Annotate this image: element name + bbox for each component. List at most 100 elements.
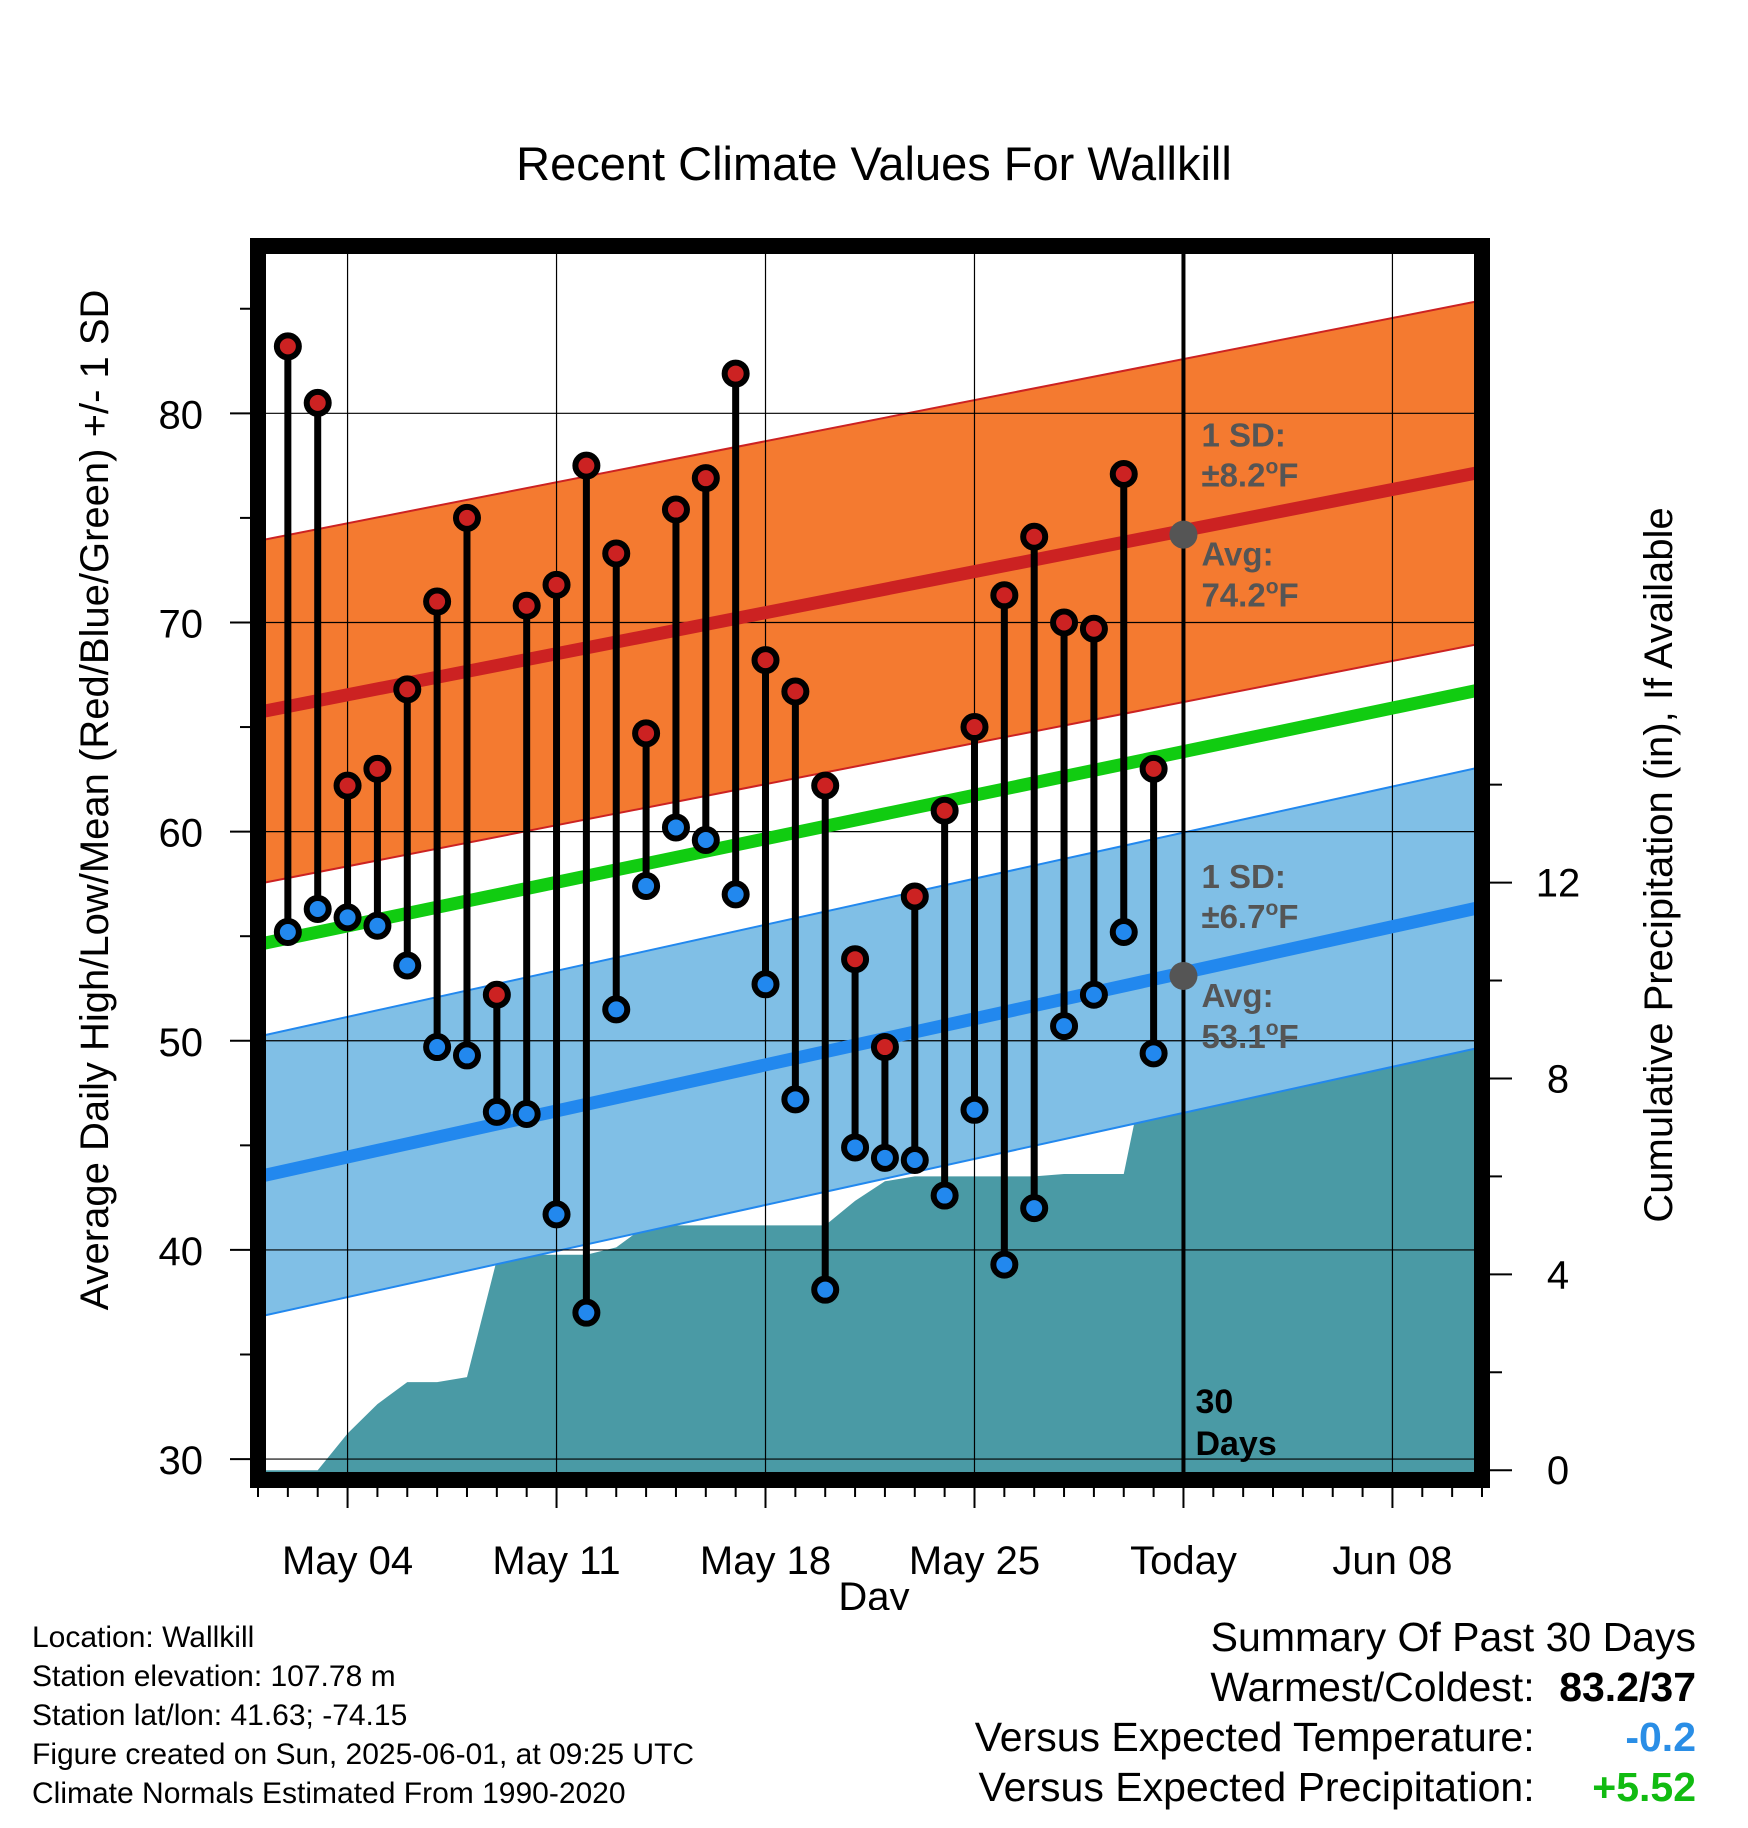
normal-mean-line: [258, 683, 1482, 951]
low-point: [572, 1298, 601, 1327]
avg-label: Avg:: [1201, 977, 1273, 1014]
plot-content: [258, 246, 1482, 1480]
y2-tick-label: 12: [1536, 862, 1581, 906]
y-tick-label: 70: [159, 602, 204, 646]
high-point: [960, 713, 989, 742]
info-location: Location: Wallkill: [32, 1621, 255, 1654]
precip-anomaly-value: +5.52: [1592, 1764, 1696, 1810]
temp-anomaly-value: -0.2: [1625, 1714, 1696, 1760]
high-point: [811, 771, 840, 800]
normal-low-line: [258, 900, 1482, 1184]
temp-anomaly-label: Versus Expected Temperature:: [974, 1714, 1535, 1760]
low-point: [512, 1099, 541, 1128]
x-tick-label: Today: [1130, 1539, 1237, 1583]
y-tick-label: 30: [159, 1439, 204, 1483]
low-point: [393, 951, 422, 980]
y2-tick-label: 8: [1547, 1057, 1569, 1101]
low-point: [632, 872, 661, 901]
low-point: [811, 1275, 840, 1304]
avg-label: Avg:: [1201, 536, 1273, 573]
low-point: [1050, 1012, 1079, 1041]
low-point: [960, 1095, 989, 1124]
high-point: [900, 882, 929, 911]
high-point: [572, 451, 601, 480]
y-tick-label: 40: [159, 1230, 204, 1274]
low-point: [423, 1033, 452, 1062]
plot-frame: [250, 238, 1490, 1488]
low-point: [1079, 980, 1108, 1009]
today-days-label: 30: [1195, 1383, 1233, 1421]
high-point: [482, 980, 511, 1009]
y2-tick-label: 0: [1547, 1449, 1569, 1493]
y-tick-label: 80: [159, 393, 204, 437]
high-point: [1139, 754, 1168, 783]
low-point: [1109, 918, 1138, 947]
sd-value: ±6.7oF: [1201, 897, 1298, 935]
low-point: [333, 903, 362, 932]
high-point: [393, 675, 422, 704]
low-point: [900, 1145, 929, 1174]
y2-axis-label: Cumulative Precipitation (in), If Availa…: [1637, 507, 1681, 1222]
x-tick-label: May 11: [492, 1539, 620, 1583]
info-normals: Climate Normals Estimated From 1990-2020: [32, 1777, 626, 1810]
high-point: [273, 332, 302, 361]
sd-value: ±8.2oF: [1201, 456, 1298, 494]
high-point: [423, 587, 452, 616]
high-point: [632, 719, 661, 748]
low-point: [363, 911, 392, 940]
low-point: [482, 1097, 511, 1126]
high-point: [1020, 522, 1049, 551]
low-point: [273, 918, 302, 947]
high-sd-band-lower-edge: [258, 642, 1482, 885]
low-point: [721, 880, 750, 909]
y-tick-label: 60: [159, 812, 204, 856]
climate-chart: Recent Climate Values For Wallkill 1 SD:…: [73, 137, 1681, 1610]
high-point: [661, 495, 690, 524]
precip-area: [258, 1029, 1482, 1480]
high-point: [452, 503, 481, 532]
high-point: [512, 591, 541, 620]
today-days-label: Days: [1195, 1425, 1276, 1463]
station-info: Location: Wallkill Station elevation: 10…: [32, 1618, 694, 1813]
high-sd-band-upper-edge: [258, 299, 1482, 542]
x-tick-label: May 18: [700, 1539, 831, 1583]
low-point: [930, 1181, 959, 1210]
warmest-label: Warmest/Coldest:: [1210, 1664, 1535, 1710]
x-axis-label: Day: [838, 1575, 909, 1610]
x-tick-label: Jun 08: [1332, 1539, 1452, 1583]
low-sd-band-lower-edge: [258, 1046, 1482, 1318]
summary-title: Summary Of Past 30 Days: [1210, 1614, 1696, 1660]
info-elevation: Station elevation: 107.78 m: [32, 1660, 396, 1693]
low-point: [841, 1133, 870, 1162]
low-point: [781, 1085, 810, 1114]
high-point: [1109, 459, 1138, 488]
high-point: [333, 771, 362, 800]
low-point: [1139, 1039, 1168, 1068]
low-point: [452, 1041, 481, 1070]
x-tick-label: May 25: [909, 1539, 1040, 1583]
x-tick-label: May 04: [282, 1539, 413, 1583]
warmest-value: 83.2/37: [1559, 1664, 1696, 1710]
sd-label: 1 SD:: [1201, 417, 1285, 454]
high-point: [781, 677, 810, 706]
low-point: [542, 1200, 571, 1229]
low-point: [1020, 1194, 1049, 1223]
high-point: [930, 796, 959, 825]
normal-marker: [1169, 961, 1198, 990]
low-point: [691, 825, 720, 854]
avg-value: 74.2oF: [1201, 576, 1298, 614]
y2-tick-label: 4: [1547, 1253, 1569, 1297]
high-point: [870, 1033, 899, 1062]
low-point: [990, 1250, 1019, 1279]
info-created: Figure created on Sun, 2025-06-01, at 09…: [32, 1738, 695, 1771]
y-axis-label: Average Daily High/Low/Mean (Red/Blue/Gr…: [73, 290, 117, 1311]
avg-value: 53.1oF: [1201, 1017, 1298, 1055]
chart-title: Recent Climate Values For Wallkill: [516, 137, 1232, 190]
low-point: [661, 813, 690, 842]
low-point: [870, 1143, 899, 1172]
high-point: [841, 945, 870, 974]
high-point: [1079, 614, 1108, 643]
high-point: [1050, 608, 1079, 637]
info-latlon: Station lat/lon: 41.63; -74.15: [32, 1699, 408, 1732]
